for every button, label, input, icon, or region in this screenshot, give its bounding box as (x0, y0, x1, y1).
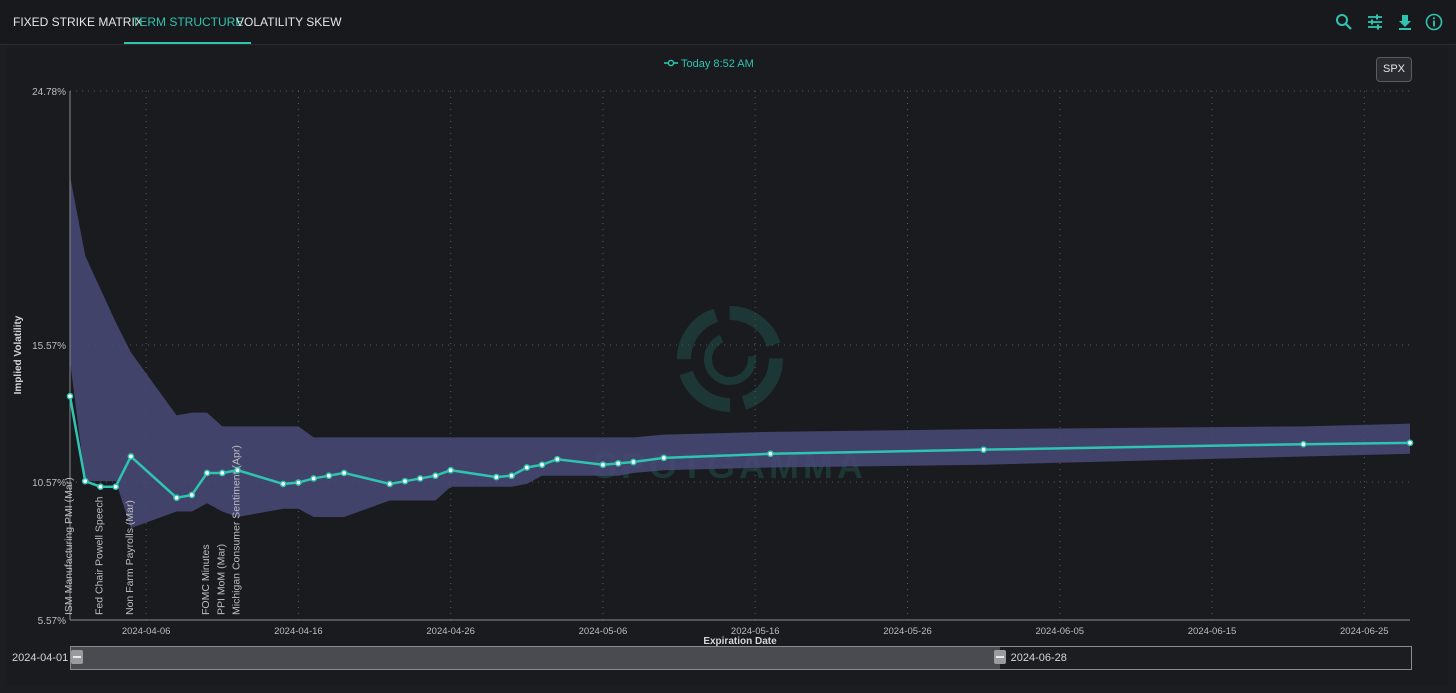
event-label: Fed Chair Powell Speech (93, 496, 105, 615)
series-today (66, 392, 1414, 502)
legend[interactable]: Today 8:52 AM (664, 58, 754, 70)
x-axis-label: Expiration Date (703, 636, 777, 647)
x-tick-label: 2024-04-06 (122, 626, 171, 637)
symbol-button[interactable]: SPX (1376, 57, 1412, 82)
legend-swatch-point (667, 59, 675, 67)
data-point (493, 473, 500, 481)
band-area (70, 175, 1410, 529)
data-point (416, 475, 424, 482)
data-point (203, 469, 211, 477)
chart-panel (7, 46, 1448, 686)
data-point (279, 480, 287, 488)
data-point (295, 479, 302, 486)
y-tick-label: 5.57% (38, 616, 66, 627)
data-point (447, 466, 455, 474)
data-point (767, 450, 774, 458)
x-tick-label: 2024-04-16 (274, 626, 323, 637)
data-point (97, 483, 104, 491)
data-point (614, 460, 622, 467)
range-end-label: 2024-06-28 (1010, 652, 1067, 664)
range-start-label: 2024-04-01 (12, 652, 69, 664)
data-point (81, 477, 89, 485)
tab-term-structure[interactable]: TERM STRUCTURE (123, 0, 252, 44)
event-label: Non Farm Payrolls (Mar) (124, 500, 136, 615)
data-point (599, 461, 607, 469)
tab-volatility-skew[interactable]: VOLATILITY SKEW (236, 15, 342, 29)
x-tick-label: 2024-06-15 (1188, 626, 1237, 637)
iv-range-band (70, 175, 1410, 529)
x-tick-label: 2024-05-16 (731, 626, 780, 637)
top-bar: FIXED STRIKE MATRIX TERM STRUCTURE VOLAT… (0, 0, 1456, 45)
data-point (234, 466, 241, 474)
info-icon[interactable] (1425, 13, 1443, 31)
x-tick-label: 2024-05-06 (579, 626, 628, 637)
data-point (188, 491, 196, 499)
date-range-slider[interactable] (70, 646, 1412, 670)
data-point (432, 472, 439, 480)
data-point (523, 464, 531, 471)
data-point (112, 483, 120, 491)
data-point (325, 472, 333, 480)
axes: 24.78% 15.57% 10.57% 5.57% 2024-04-06 2024-04… (32, 87, 1410, 637)
event-label: ISM Manufacturing PMI (Mar) (63, 477, 75, 615)
data-point (980, 446, 987, 454)
range-start-handle[interactable] (71, 650, 83, 664)
download-icon[interactable] (1396, 13, 1414, 31)
y-tick-label: 10.57% (32, 478, 66, 489)
x-tick-label: 2024-06-25 (1340, 626, 1389, 637)
x-tick-label: 2024-04-26 (426, 626, 475, 637)
data-point (630, 458, 637, 466)
tab-fixed-strike-matrix[interactable]: FIXED STRIKE MATRIX (13, 15, 143, 29)
search-icon[interactable] (1335, 13, 1353, 31)
data-point (1406, 439, 1414, 447)
grid (70, 90, 1410, 621)
x-tick-label: 2024-05-26 (883, 626, 932, 637)
data-point (1300, 440, 1307, 448)
data-point (127, 453, 135, 460)
data-point (660, 454, 668, 462)
event-label: Michigan Consumer Sentiment (Apr) (231, 445, 243, 615)
legend-label: Today 8:52 AM (681, 58, 754, 70)
data-point (386, 480, 394, 488)
x-tick-label: 2024-06-05 (1035, 626, 1084, 637)
data-point (553, 455, 561, 463)
data-point (340, 469, 348, 477)
data-point (66, 392, 74, 400)
slider-selection[interactable] (71, 647, 1000, 669)
data-point (218, 469, 226, 477)
data-point (401, 477, 409, 485)
data-point (173, 494, 180, 502)
event-label: PPI MoM (Mar) (215, 544, 227, 615)
data-point (538, 461, 546, 469)
range-end-handle[interactable] (993, 650, 1006, 664)
event-label: FOMC Minutes (200, 544, 212, 615)
data-point (508, 472, 515, 480)
y-tick-label: 15.57% (32, 341, 66, 352)
y-tick-label: 24.78% (32, 87, 66, 98)
sliders-icon[interactable] (1366, 13, 1384, 31)
event-markers: ISM Manufacturing PMI (Mar) Fed Chair Pow… (63, 445, 243, 615)
y-axis-label: Implied Volatility (13, 315, 24, 394)
data-point (310, 475, 317, 482)
